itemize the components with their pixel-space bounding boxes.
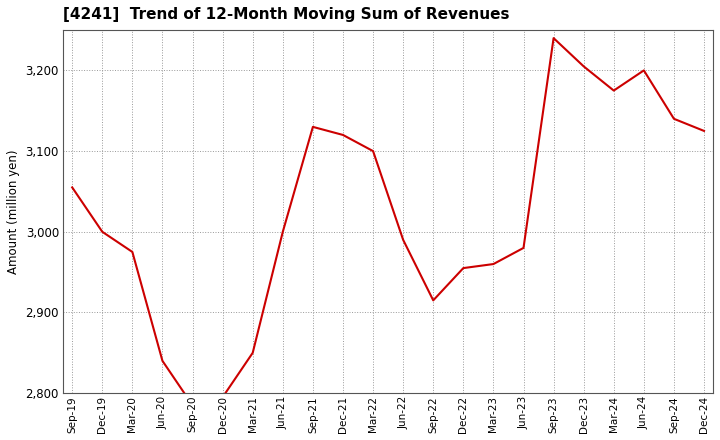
Y-axis label: Amount (million yen): Amount (million yen)	[7, 149, 20, 274]
Text: [4241]  Trend of 12-Month Moving Sum of Revenues: [4241] Trend of 12-Month Moving Sum of R…	[63, 7, 510, 22]
